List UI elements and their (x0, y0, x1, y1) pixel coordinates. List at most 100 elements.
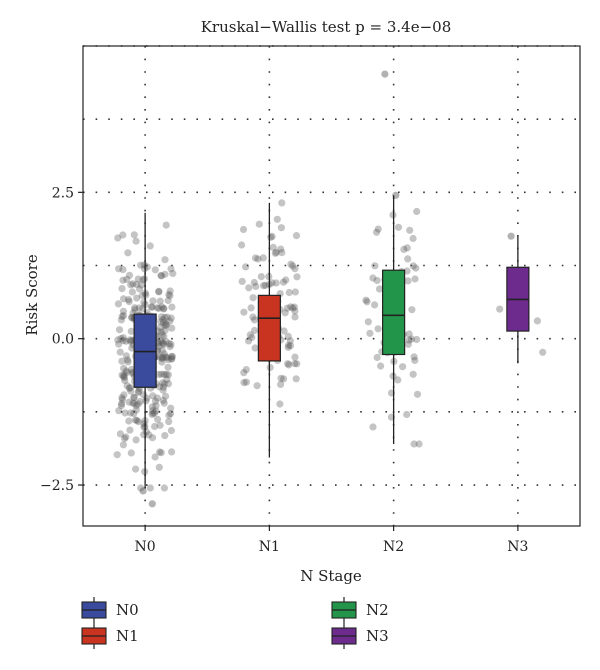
data-point (160, 304, 168, 312)
data-point (410, 353, 418, 361)
data-point (163, 313, 171, 321)
data-point (122, 433, 130, 441)
data-point (272, 279, 280, 287)
data-point (124, 249, 132, 257)
data-point (290, 303, 298, 311)
data-point (374, 225, 382, 233)
data-point (168, 448, 176, 456)
data-point (148, 403, 156, 411)
data-point (119, 307, 127, 315)
data-point (136, 397, 144, 406)
data-point (139, 391, 148, 399)
box-layer (133, 195, 530, 488)
data-point (131, 306, 139, 314)
data-point (165, 290, 173, 299)
data-point (123, 368, 131, 376)
data-point (268, 279, 276, 287)
data-point (277, 245, 285, 253)
data-point (158, 339, 166, 347)
data-point (118, 400, 126, 408)
data-point (409, 370, 417, 378)
data-point (369, 423, 377, 431)
data-point (410, 440, 418, 448)
data-point (126, 337, 135, 345)
data-point (240, 308, 248, 316)
data-point (152, 402, 160, 410)
data-point (266, 363, 274, 372)
data-point (287, 260, 295, 268)
data-point (162, 320, 170, 328)
data-point (374, 325, 382, 333)
legend-item-n3: N3 (331, 623, 389, 649)
data-point (411, 275, 419, 283)
data-point (146, 242, 154, 250)
data-point (161, 322, 169, 330)
data-point (158, 331, 166, 339)
data-point (167, 426, 175, 435)
data-point (162, 370, 170, 378)
data-point (496, 305, 504, 313)
data-point (284, 360, 292, 368)
data-point (115, 340, 123, 348)
data-point (117, 402, 125, 410)
data-point (291, 288, 299, 296)
data-point (247, 304, 255, 312)
data-point (167, 354, 176, 363)
data-point (133, 280, 141, 288)
data-point (114, 336, 122, 344)
data-point (405, 330, 413, 338)
data-point (124, 296, 133, 304)
x-axis-label: N Stage (300, 567, 362, 585)
data-point (149, 409, 157, 417)
data-point (151, 397, 160, 405)
data-point (148, 303, 156, 311)
data-point (242, 378, 250, 386)
data-point (157, 449, 165, 457)
data-point (151, 453, 159, 461)
legend-label: N3 (366, 627, 389, 645)
data-point (166, 317, 174, 325)
legend: N0 N1 N2 N3 (81, 597, 389, 649)
data-point (121, 376, 129, 384)
data-point (283, 304, 291, 312)
data-point (278, 249, 286, 257)
data-point (242, 263, 250, 271)
data-point (278, 199, 286, 207)
data-point (127, 281, 135, 289)
data-point (167, 265, 175, 273)
data-point (117, 316, 125, 324)
iqr-box (382, 269, 406, 356)
data-point (280, 327, 288, 335)
data-point (155, 287, 163, 295)
data-point (159, 386, 167, 394)
data-point (134, 418, 143, 426)
data-point (269, 243, 277, 251)
data-point (155, 304, 163, 312)
data-point (157, 313, 166, 321)
box-n0 (133, 212, 157, 488)
data-point (119, 231, 127, 239)
data-point (289, 304, 297, 312)
data-point (128, 313, 136, 321)
data-point (157, 328, 165, 336)
data-point (245, 284, 253, 292)
data-point (119, 337, 127, 345)
data-point (284, 343, 292, 351)
data-point (168, 303, 176, 311)
data-point (132, 465, 140, 473)
data-point (252, 282, 260, 290)
data-point (149, 297, 157, 305)
data-point (159, 341, 167, 349)
data-point (133, 294, 141, 302)
data-point (136, 285, 144, 293)
data-point (168, 352, 176, 360)
box-n1 (257, 202, 281, 458)
legend-label: N0 (116, 601, 139, 619)
data-point (160, 484, 168, 492)
data-point (291, 307, 299, 315)
data-point (159, 396, 167, 405)
data-point (285, 361, 293, 369)
data-point (159, 340, 167, 348)
data-point (279, 278, 288, 286)
